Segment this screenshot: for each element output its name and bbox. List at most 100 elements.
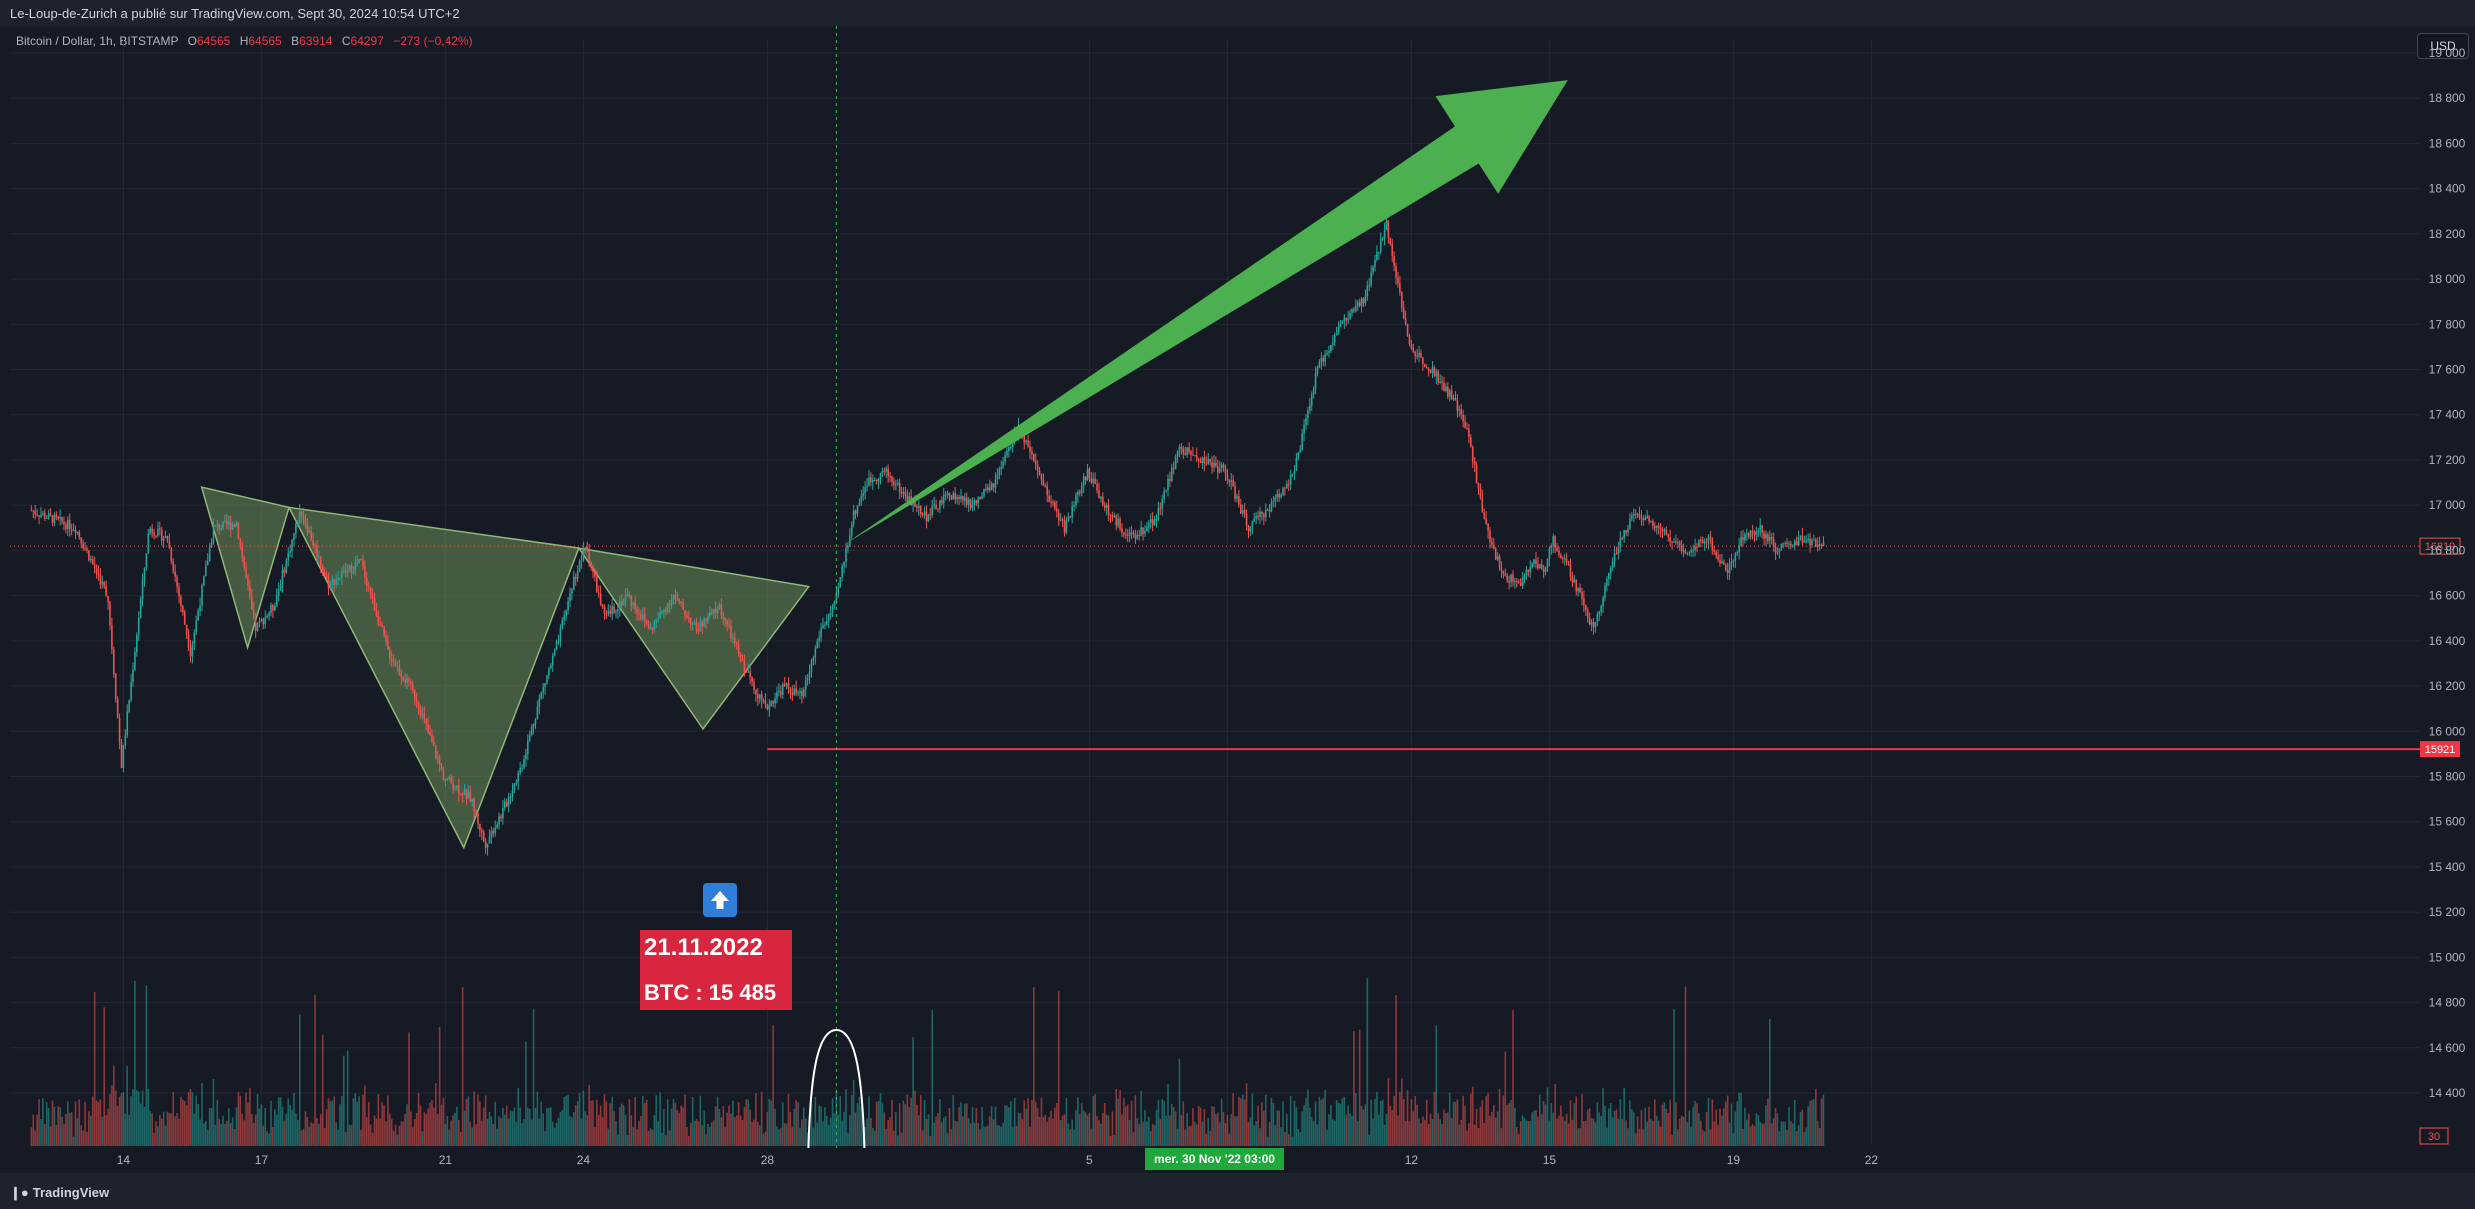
candle-body (1431, 367, 1434, 373)
candle-body (925, 511, 928, 522)
candle-body (797, 692, 799, 694)
volume-bar (65, 1113, 67, 1146)
candle-body (32, 510, 35, 512)
candle-body (1337, 326, 1340, 334)
candle-body (1613, 553, 1616, 562)
volume-bar (162, 1111, 165, 1146)
volume-bar (1462, 1095, 1464, 1146)
candle-body (665, 610, 667, 612)
candle-body (245, 567, 247, 578)
volume-bar (1146, 1121, 1148, 1146)
volume-bar (136, 1090, 138, 1146)
volume-bar (919, 1095, 922, 1146)
candle-body (1100, 496, 1102, 499)
candle-body (203, 576, 205, 586)
volume-bar (341, 1096, 343, 1146)
volume-bar (1494, 1117, 1497, 1146)
candle-body (1642, 518, 1645, 521)
candle-body (1418, 352, 1420, 357)
volume-bar (971, 1106, 974, 1146)
volume-bar (1103, 1103, 1106, 1146)
volume-bar (918, 1114, 920, 1146)
candle-body (224, 520, 226, 522)
candle-body (527, 740, 529, 754)
candle-body (205, 565, 207, 577)
volume-bar (1314, 1101, 1317, 1146)
candle-body (270, 605, 272, 614)
candle-body (1190, 451, 1192, 455)
candle-body (1458, 409, 1461, 411)
candle-body (1673, 541, 1675, 543)
volume-bar (1659, 1126, 1662, 1146)
candle-body (1215, 462, 1217, 466)
volume-bar (1378, 1114, 1380, 1146)
volume-bar (703, 1110, 705, 1146)
price-tick-label: 16 000 (2429, 724, 2466, 738)
volume-bar (1447, 1112, 1449, 1146)
candle-body (726, 620, 728, 625)
candle-body (695, 622, 698, 631)
candle-body (774, 698, 776, 704)
candle-body (954, 493, 957, 500)
candle-body (482, 832, 485, 842)
candle-body (829, 613, 832, 616)
candle-body (143, 567, 146, 580)
volume-bar (534, 1108, 537, 1146)
candle-body (122, 745, 125, 768)
volume-bar (1391, 1110, 1394, 1146)
candle-body (523, 759, 525, 768)
volume-bar (1374, 1098, 1376, 1146)
candle-body (1540, 564, 1543, 569)
candle-body (1059, 519, 1062, 521)
volume-bar (1644, 1107, 1647, 1146)
candle-body (1464, 421, 1466, 429)
change-value: −273 (−0,42%) (393, 34, 473, 48)
tradingview-logo[interactable]: ❙● TradingView (10, 1185, 109, 1201)
volume-bar (1661, 1104, 1664, 1146)
volume-bar (375, 1118, 378, 1146)
volume-bar (1602, 1088, 1604, 1146)
volume-bar (1788, 1107, 1790, 1146)
volume-bar (490, 1116, 493, 1146)
candle-body (1207, 458, 1210, 464)
volume-bar (82, 1130, 84, 1146)
candle-body (1146, 526, 1148, 532)
candle-body (1356, 302, 1359, 306)
volume-bar (419, 1105, 422, 1146)
candle-body (1759, 525, 1762, 531)
candle-body (810, 660, 813, 673)
volume-bar (1619, 1099, 1622, 1146)
candle-body (1209, 458, 1211, 463)
volume-bar (739, 1115, 742, 1146)
volume-bar (766, 1111, 769, 1146)
volume-bar (626, 1135, 629, 1146)
candle-body (507, 796, 510, 807)
volume-bar (1795, 1131, 1798, 1146)
time-tick-label: 24 (577, 1153, 591, 1167)
volume-bar (239, 1095, 242, 1146)
symbol-title[interactable]: Bitcoin / Dollar, 1h, BITSTAMP (16, 34, 179, 48)
candle-body (262, 619, 265, 625)
candle-body (59, 516, 61, 519)
volume-bar (768, 1098, 771, 1146)
volume-bar (1571, 1119, 1574, 1146)
candle-body (1073, 504, 1075, 507)
candle-body (1130, 532, 1133, 534)
volume-bar (1539, 1094, 1541, 1146)
candle-body (1820, 544, 1823, 546)
volume-bar (630, 1115, 633, 1146)
low-label: B (291, 34, 300, 48)
candle-body (195, 620, 198, 633)
volume-bar (1625, 1120, 1627, 1146)
volume-bar (751, 1121, 753, 1146)
candle-body (413, 689, 416, 699)
candle-body (1815, 539, 1817, 547)
currency-button[interactable]: USD (2417, 33, 2469, 59)
candle-body (686, 614, 688, 619)
volume-bar (559, 1112, 562, 1146)
volume-bar (1036, 1108, 1039, 1146)
candle-body (814, 648, 817, 658)
candle-body (776, 692, 778, 699)
candle-body (1401, 292, 1403, 308)
